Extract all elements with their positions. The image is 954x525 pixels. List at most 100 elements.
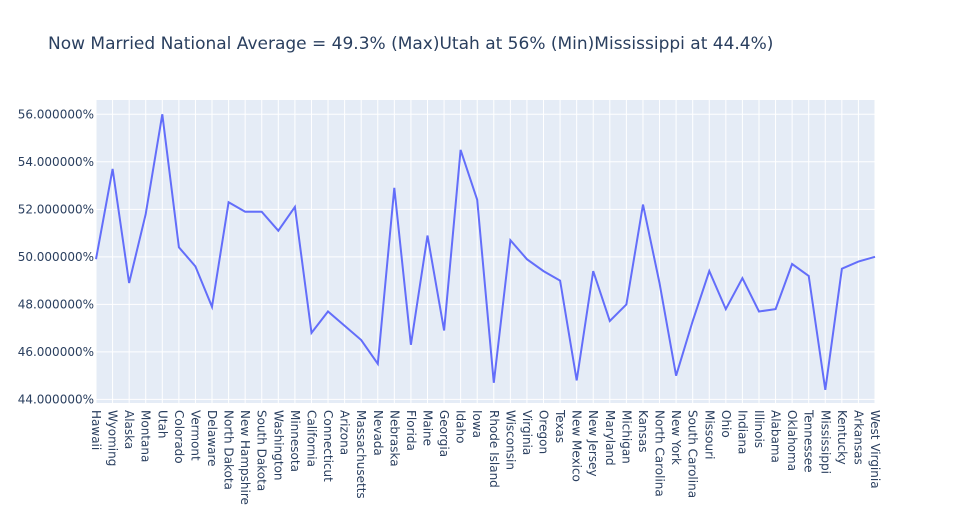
data-point	[227, 200, 231, 204]
x-tick-label: New Jersey	[586, 410, 600, 477]
data-point	[608, 319, 612, 323]
data-point	[873, 255, 877, 259]
x-tick-label: Kentucky	[835, 410, 849, 465]
data-point	[343, 324, 347, 328]
x-tick-label: Idaho	[454, 410, 468, 443]
data-point	[160, 112, 164, 116]
x-tick-label: Hawaii	[89, 410, 103, 450]
data-point	[293, 205, 297, 209]
x-tick-label: Colorado	[172, 410, 186, 464]
x-tick-label: California	[304, 410, 318, 467]
data-point	[658, 281, 662, 285]
y-tick-label: 50.000000%	[18, 250, 94, 264]
x-tick-label: Texas	[553, 409, 567, 443]
data-point	[425, 233, 429, 237]
x-tick-label: Mississippi	[818, 410, 832, 474]
x-tick-label: South Dakota	[255, 410, 269, 491]
x-tick-label: Oklahoma	[785, 410, 799, 471]
data-point	[740, 276, 744, 280]
x-tick-label: Alaska	[122, 410, 136, 449]
data-point	[790, 262, 794, 266]
x-tick-label: Arkansas	[851, 410, 865, 465]
x-tick-label: Connecticut	[321, 410, 335, 482]
x-tick-label: North Carolina	[653, 410, 667, 497]
data-point	[575, 378, 579, 382]
x-tick-label: Alabama	[769, 410, 783, 463]
data-point	[707, 269, 711, 273]
y-tick-label: 52.000000%	[18, 202, 94, 216]
data-point	[326, 310, 330, 314]
data-point	[359, 338, 363, 342]
x-tick-label: Virginia	[520, 410, 534, 455]
x-tick-label: Wisconsin	[503, 410, 517, 470]
data-point	[409, 343, 413, 347]
y-tick-label: 44.000000%	[18, 392, 94, 406]
x-tick-label: New Hampshire	[238, 410, 252, 505]
x-tick-label: Minnesota	[288, 410, 302, 472]
x-tick-label: Tennessee	[802, 409, 816, 473]
data-point	[823, 388, 827, 392]
x-tick-label: North Dakota	[222, 410, 236, 490]
data-point	[442, 329, 446, 333]
data-point	[807, 274, 811, 278]
x-tick-label: Ohio	[719, 410, 733, 438]
data-point	[144, 212, 148, 216]
data-point	[127, 281, 131, 285]
data-point	[475, 198, 479, 202]
data-point	[260, 210, 264, 214]
x-tick-label: Massachusetts	[354, 410, 368, 499]
y-tick-label: 54.000000%	[18, 155, 94, 169]
x-tick-label: Montana	[139, 410, 153, 462]
data-point	[459, 148, 463, 152]
x-tick-label: Nebraska	[387, 410, 401, 467]
grid-lines	[95, 100, 876, 403]
x-tick-label: Maine	[420, 410, 434, 446]
data-point	[243, 210, 247, 214]
x-tick-label: Arizona	[338, 410, 352, 455]
x-tick-label: South Carolina	[686, 410, 700, 498]
y-axis-ticks: 44.000000% 46.000000% 48.000000% 50.000000%…	[18, 107, 94, 406]
data-point	[392, 186, 396, 190]
data-point	[177, 245, 181, 249]
data-point	[193, 264, 197, 268]
series-line	[95, 114, 876, 391]
data-point	[492, 381, 496, 385]
data-point	[757, 310, 761, 314]
plot-area	[96, 100, 875, 403]
data-point	[525, 257, 529, 261]
x-tick-label: Rhode Island	[487, 410, 501, 488]
data-point	[674, 374, 678, 378]
x-tick-label: Illinois	[752, 410, 766, 448]
x-tick-label: Florida	[404, 410, 418, 451]
data-point	[624, 302, 628, 306]
data-point	[558, 279, 562, 283]
data-point	[94, 257, 98, 261]
x-tick-label: Vermont	[188, 410, 202, 461]
data-point	[309, 331, 313, 335]
data-point	[276, 229, 280, 233]
x-tick-label: Indiana	[735, 410, 749, 454]
y-tick-label: 48.000000%	[18, 297, 94, 311]
data-point	[641, 203, 645, 207]
x-tick-label: West Virginia	[868, 410, 882, 489]
x-tick-label: Utah	[155, 410, 169, 438]
data-point	[210, 305, 214, 309]
x-axis-ticks: Hawaii Wyoming Alaska Montana Utah Colorado Ve…	[89, 409, 882, 505]
data-point	[856, 260, 860, 264]
chart-title: Now Married National Average = 49.3% (Ma…	[48, 34, 774, 54]
x-tick-label: Delaware	[205, 410, 219, 467]
data-point	[691, 319, 695, 323]
data-point	[508, 238, 512, 242]
x-tick-label: Washington	[271, 410, 285, 481]
x-tick-label: New Mexico	[570, 410, 584, 482]
x-tick-label: Nevada	[371, 410, 385, 456]
data-point	[591, 269, 595, 273]
x-tick-label: Michigan	[619, 410, 633, 464]
data-point	[376, 362, 380, 366]
y-tick-label: 56.000000%	[18, 107, 94, 121]
x-tick-label: Maryland	[603, 410, 617, 466]
x-tick-label: Wyoming	[106, 410, 120, 466]
y-tick-label: 46.000000%	[18, 345, 94, 359]
x-tick-label: Missouri	[702, 410, 716, 459]
